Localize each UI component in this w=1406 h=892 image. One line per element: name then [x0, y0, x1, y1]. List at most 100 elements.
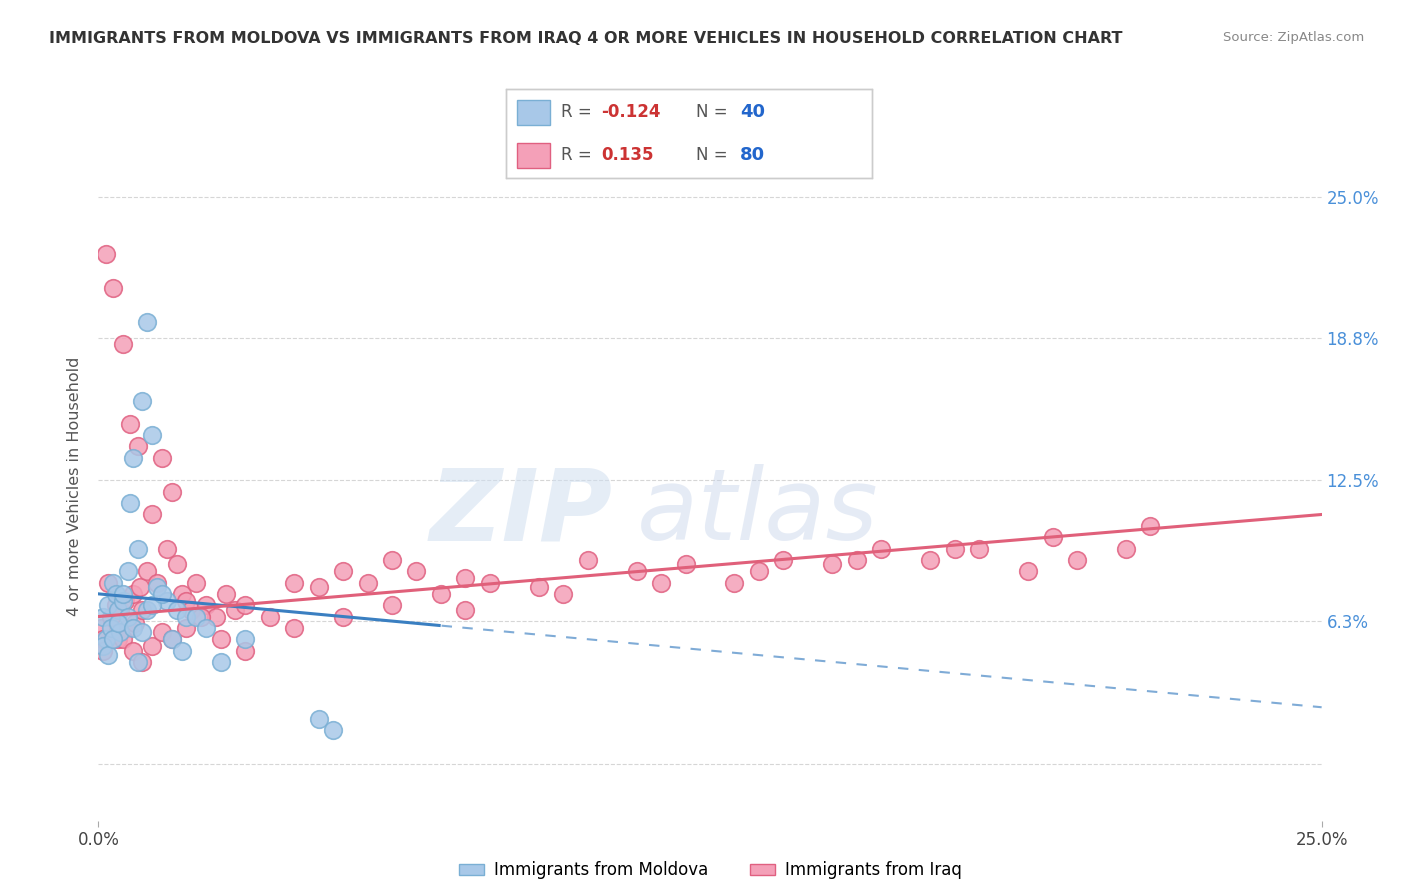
Point [100, 621, 122, 635]
Point [121, 450, 143, 465]
Point [117, 564, 139, 578]
Point [107, 616, 129, 631]
Point [224, 603, 246, 617]
Point [94, 246, 117, 260]
Point [91, 639, 114, 653]
Point [121, 587, 143, 601]
Point [97, 598, 120, 612]
Point [110, 603, 132, 617]
Text: 0.135: 0.135 [602, 146, 654, 164]
Point [101, 281, 124, 295]
Point [186, 575, 208, 590]
Point [150, 587, 173, 601]
Point [97, 648, 120, 662]
Point [195, 598, 218, 612]
Point [150, 625, 173, 640]
Point [186, 609, 208, 624]
Point [146, 580, 169, 594]
Text: N =: N = [696, 146, 733, 164]
Point [146, 575, 169, 590]
Y-axis label: 4 or more Vehicles in Household: 4 or more Vehicles in Household [67, 357, 83, 615]
Point [176, 621, 198, 635]
Point [1042, 530, 1064, 544]
Point [136, 564, 159, 578]
Point [478, 575, 501, 590]
Point [283, 621, 305, 635]
Text: 40: 40 [740, 103, 765, 121]
Point [131, 625, 153, 640]
Point [111, 593, 134, 607]
Point [176, 609, 198, 624]
Point [527, 580, 550, 594]
Point [107, 632, 129, 647]
Point [176, 593, 198, 607]
Point [160, 632, 183, 647]
Point [120, 496, 142, 510]
Point [332, 564, 354, 578]
Point [259, 609, 281, 624]
Point [141, 639, 163, 653]
Text: R =: R = [561, 103, 598, 121]
Point [101, 632, 124, 647]
Point [136, 603, 159, 617]
Point [308, 580, 330, 594]
Point [283, 575, 305, 590]
Point [97, 575, 120, 590]
Point [430, 587, 453, 601]
Point [322, 723, 344, 737]
Text: -0.124: -0.124 [602, 103, 661, 121]
Point [943, 541, 966, 556]
Text: R =: R = [561, 146, 602, 164]
Point [90, 621, 112, 635]
Text: Source: ZipAtlas.com: Source: ZipAtlas.com [1223, 31, 1364, 45]
Point [124, 616, 146, 631]
Point [131, 603, 153, 617]
Point [748, 564, 770, 578]
Point [170, 643, 193, 657]
Point [104, 587, 127, 601]
Point [920, 553, 942, 567]
Point [100, 609, 122, 624]
Text: atlas: atlas [637, 465, 879, 561]
Point [166, 558, 188, 572]
Point [233, 643, 256, 657]
Point [190, 609, 212, 624]
Point [1066, 553, 1088, 567]
Point [101, 575, 124, 590]
Point [308, 712, 330, 726]
Point [332, 609, 354, 624]
Point [131, 394, 153, 409]
Point [845, 553, 868, 567]
Text: 80: 80 [740, 146, 765, 164]
Point [131, 655, 153, 669]
Point [114, 593, 136, 607]
Point [1139, 518, 1161, 533]
Point [111, 587, 134, 601]
Point [405, 564, 427, 578]
Point [233, 598, 256, 612]
Point [156, 593, 179, 607]
Point [675, 558, 697, 572]
Point [160, 484, 183, 499]
Text: ZIP: ZIP [429, 465, 612, 561]
Point [772, 553, 794, 567]
Point [454, 571, 477, 585]
Point [141, 428, 163, 442]
Point [117, 609, 139, 624]
Point [127, 440, 149, 454]
Point [121, 621, 143, 635]
Point [821, 558, 844, 572]
Point [91, 632, 114, 647]
Point [209, 655, 232, 669]
Point [127, 655, 149, 669]
Point [870, 541, 893, 556]
Point [156, 541, 179, 556]
Point [180, 603, 202, 617]
Point [214, 587, 236, 601]
Point [967, 541, 990, 556]
Bar [517, 100, 550, 125]
Point [120, 417, 142, 431]
Point [650, 575, 672, 590]
Point [723, 575, 745, 590]
Point [233, 632, 256, 647]
